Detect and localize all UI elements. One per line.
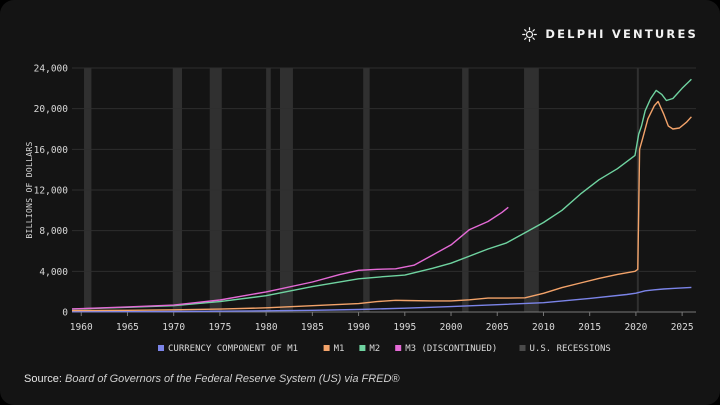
- sun-burst-icon: [522, 26, 538, 42]
- x-tick-label: 2020: [624, 322, 647, 333]
- x-tick-label: 2005: [486, 322, 509, 333]
- y-tick-label: 24,000: [34, 64, 69, 75]
- x-tick-label: 2000: [440, 322, 463, 333]
- y-tick-label: 0: [62, 308, 68, 319]
- y-axis-title: BILLIONS OF DOLLARS: [25, 141, 34, 238]
- series-line: [71, 100, 692, 312]
- source-note: Source: Board of Governors of the Federa…: [24, 373, 400, 385]
- y-tick-label: 8,000: [39, 226, 68, 237]
- x-tick-label: 1995: [393, 322, 416, 333]
- series-line: [71, 206, 509, 310]
- x-tick-label: 2015: [578, 322, 601, 333]
- x-tick-label: 1985: [301, 322, 324, 333]
- y-tick-label: 4,000: [39, 267, 68, 278]
- legend-label: U.S. RECESSIONS: [530, 344, 611, 354]
- x-tick-label: 1970: [162, 322, 185, 333]
- legend-swatch: [359, 345, 366, 351]
- x-tick-label: 1975: [208, 322, 231, 333]
- x-tick-label: 1965: [116, 322, 139, 333]
- y-tick-label: 20,000: [34, 104, 69, 115]
- x-tick-label: 2010: [532, 322, 555, 333]
- brand-name: DELPHI VENTURES: [545, 27, 698, 41]
- series-line: [71, 286, 692, 313]
- x-tick-label: 1980: [255, 322, 278, 333]
- x-tick-label: 2025: [671, 322, 694, 333]
- legend-label: M2: [369, 344, 380, 354]
- source-label: Source:: [24, 373, 62, 385]
- legend-swatch: [158, 345, 164, 351]
- series-line: [71, 78, 692, 310]
- source-text: Board of Governors of the Federal Reserv…: [64, 373, 400, 385]
- x-tick-label: 1990: [347, 322, 370, 333]
- legend-swatch: [395, 345, 402, 351]
- brand-logo: DELPHI VENTURES: [522, 25, 698, 43]
- legend-label: M1: [334, 344, 345, 354]
- y-tick-label: 16,000: [34, 145, 69, 156]
- legend-label: M3 (DISCONTINUED): [405, 344, 497, 354]
- legend-swatch: [323, 345, 330, 351]
- y-tick-label: 12,000: [34, 186, 69, 197]
- legend-label: CURRENCY COMPONENT OF M1: [168, 344, 298, 354]
- x-tick-label: 1960: [70, 322, 93, 333]
- legend-swatch: [519, 345, 526, 351]
